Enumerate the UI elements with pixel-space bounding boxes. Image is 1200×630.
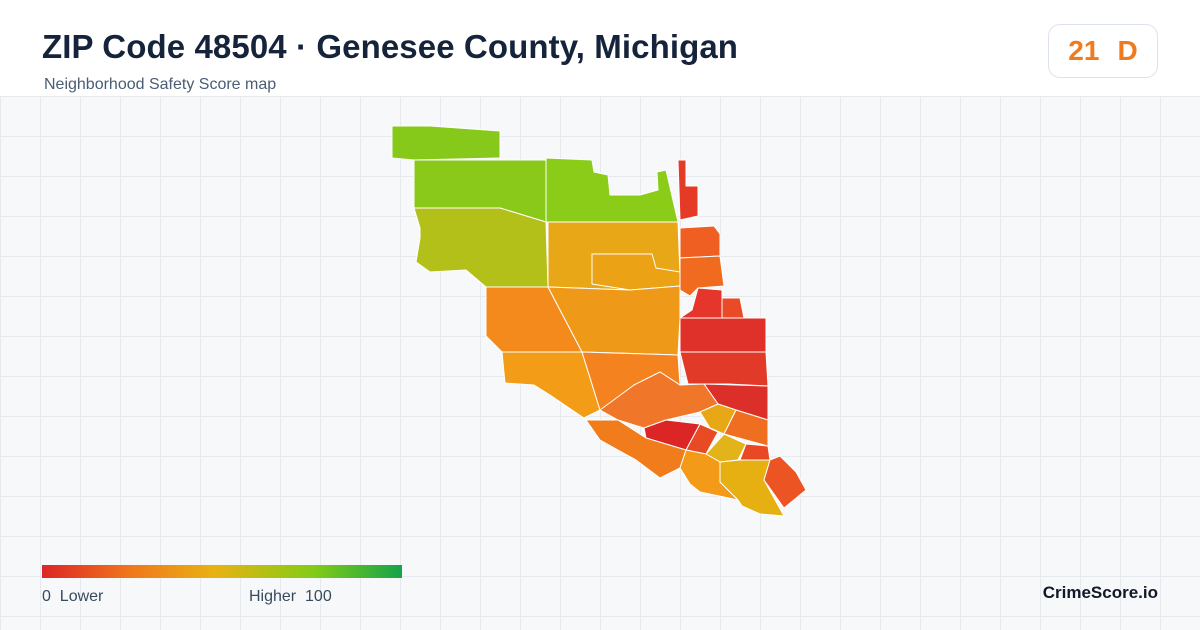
legend-low-value: 0 xyxy=(42,588,51,605)
region-east-4[interactable] xyxy=(679,317,767,353)
legend-high-value: 100 xyxy=(305,588,332,605)
region-south-tip[interactable] xyxy=(763,455,807,509)
score-grade: D xyxy=(1117,35,1138,66)
region-east-1[interactable] xyxy=(679,225,721,259)
page-subtitle: Neighborhood Safety Score map xyxy=(44,76,277,93)
region-east-strip[interactable] xyxy=(677,159,699,221)
region-south-10[interactable] xyxy=(719,459,785,517)
region-south-7[interactable] xyxy=(585,419,687,479)
region-north-center[interactable] xyxy=(545,157,679,223)
region-east-5[interactable] xyxy=(679,351,769,387)
legend-low-label: 0 Lower xyxy=(42,588,103,606)
score-value: 21 xyxy=(1068,35,1100,66)
brand-logo-text: CrimeScore.io xyxy=(1042,583,1158,602)
legend-high-label: Higher 100 xyxy=(249,588,332,606)
region-west[interactable] xyxy=(413,207,549,288)
region-nw-top[interactable] xyxy=(391,125,501,161)
region-east-6[interactable] xyxy=(721,297,745,319)
legend-high-text: Higher xyxy=(249,588,297,605)
legend-color-scale xyxy=(42,565,402,578)
legend-low-text: Lower xyxy=(59,588,104,605)
score-badge: 21 D xyxy=(1048,24,1158,78)
page-title: ZIP Code 48504 · Genesee County, Michiga… xyxy=(42,28,739,65)
